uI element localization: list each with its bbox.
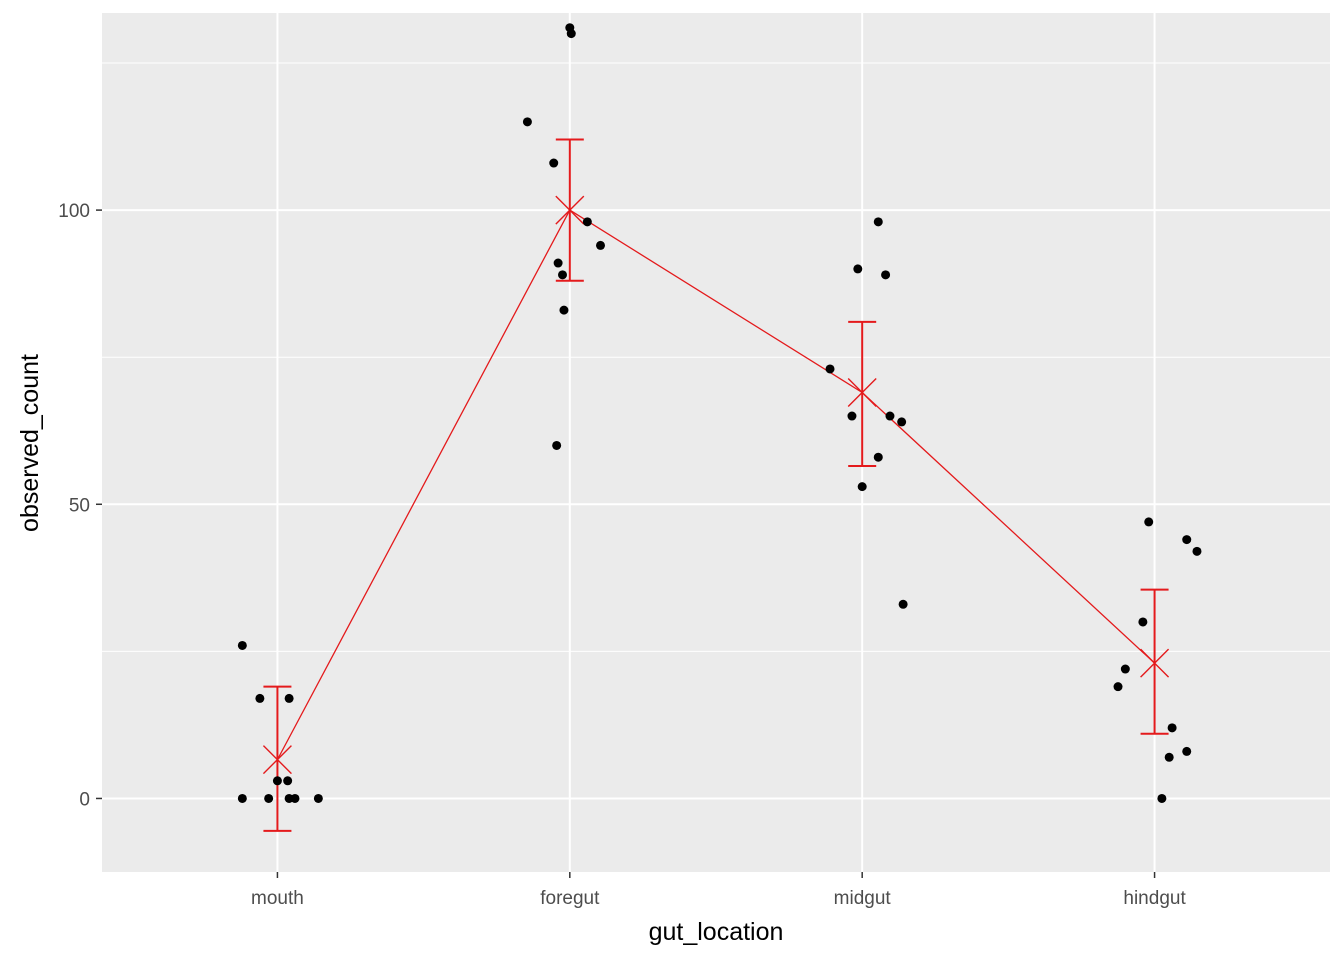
y-axis-ticks: 0 50 100 (58, 201, 102, 810)
points-layer (237, 23, 1202, 803)
x-tick-label: hindgut (1123, 888, 1186, 909)
y-tick-label: 50 (69, 495, 90, 516)
grid-minor (102, 62, 1330, 652)
data-point (1182, 746, 1192, 756)
data-point (1192, 546, 1202, 556)
data-point (559, 305, 569, 315)
data-point (825, 364, 835, 374)
mean-marker (847, 377, 877, 407)
mean-marker (1140, 648, 1170, 678)
data-point (553, 258, 563, 268)
data-point (881, 270, 891, 280)
data-point (290, 793, 300, 803)
data-point (522, 117, 532, 127)
data-point (1144, 517, 1154, 527)
data-point (283, 776, 293, 786)
data-point (549, 158, 559, 168)
x-axis-title: gut_location (649, 918, 784, 946)
x-tick-label: mouth (251, 888, 304, 909)
mean-marker-stroke (262, 745, 292, 775)
data-point (873, 452, 883, 462)
data-point (885, 411, 895, 421)
summary-layer (262, 138, 1170, 832)
data-point (284, 693, 294, 703)
data-point (237, 640, 247, 650)
data-point (847, 411, 857, 421)
x-tick-label: foregut (540, 888, 600, 909)
y-tick-label: 100 (58, 201, 90, 222)
data-point (582, 217, 592, 227)
data-point (255, 693, 265, 703)
data-point (313, 793, 323, 803)
data-point (1157, 793, 1167, 803)
plot-panel (102, 13, 1330, 872)
data-point (873, 217, 883, 227)
data-point (1120, 664, 1130, 674)
mean-marker-stroke (1140, 648, 1170, 678)
mean-line (276, 209, 1156, 760)
mean-marker-stroke (555, 195, 585, 225)
data-point (1138, 617, 1148, 627)
data-point (857, 482, 867, 492)
data-point (264, 793, 274, 803)
data-point (237, 793, 247, 803)
x-axis-ticks: mouth foregut midgut hindgut (251, 872, 1186, 909)
data-point (1182, 535, 1192, 545)
data-point (898, 599, 908, 609)
data-point (596, 240, 606, 250)
data-point (897, 417, 907, 427)
x-tick-label: midgut (834, 888, 892, 909)
data-point (552, 440, 562, 450)
data-point (1113, 682, 1123, 692)
mean-marker-stroke (847, 377, 877, 407)
mean-marker (555, 195, 585, 225)
data-point (272, 776, 282, 786)
data-point (558, 270, 567, 280)
data-point (566, 29, 576, 39)
y-axis-title: observed_count (16, 354, 44, 532)
y-tick-label: 0 (79, 789, 90, 810)
mean-marker (262, 745, 292, 775)
data-point (1167, 723, 1177, 733)
data-point (1164, 752, 1174, 762)
data-point (853, 264, 863, 274)
